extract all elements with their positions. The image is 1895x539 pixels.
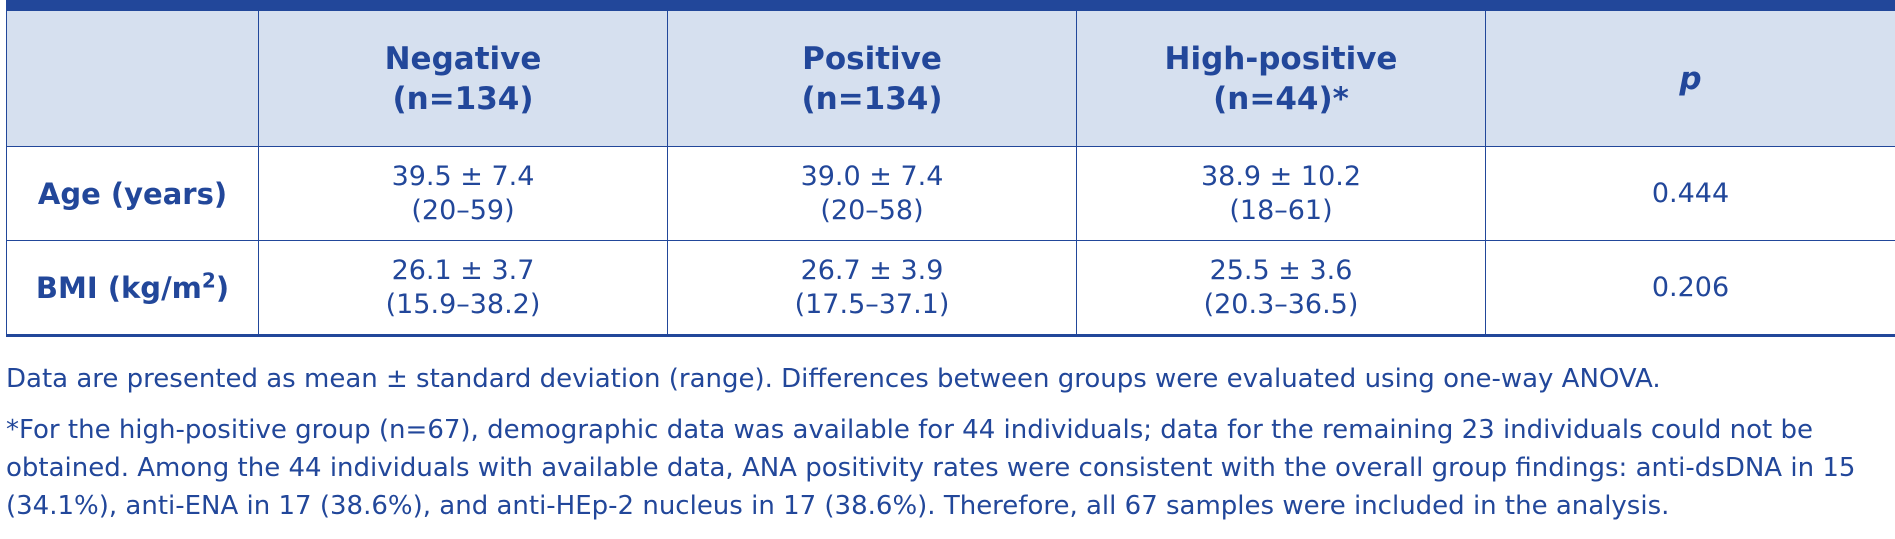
cell-age-high-positive: 38.9 ± 10.2 (18–61) [1076, 146, 1486, 241]
cell-bmi-negative-mean: 26.1 ± 3.7 [391, 254, 535, 286]
cell-age-negative-range: (20–59) [411, 194, 515, 226]
table-header-row: Negative (n=134) Positive (n=134) High-p… [6, 5, 1895, 147]
row-label-age: Age (years) [6, 146, 259, 241]
header-negative-n: (n=134) [392, 80, 534, 117]
header-cell-high-positive: High-positive (n=44)* [1076, 5, 1486, 147]
footnote-statistics: Data are presented as mean ± standard de… [6, 364, 1661, 394]
table-row-bmi: BMI (kg/m2) 26.1 ± 3.7 (15.9–38.2) 26.7 … [6, 240, 1895, 336]
demographics-table: Negative (n=134) Positive (n=134) High-p… [6, 0, 1895, 337]
header-high-positive-label: High-positive [1164, 40, 1398, 77]
cell-age-positive: 39.0 ± 7.4 (20–58) [667, 146, 1077, 241]
cell-bmi-negative: 26.1 ± 3.7 (15.9–38.2) [258, 240, 668, 336]
header-high-positive-n: (n=44)* [1213, 80, 1349, 117]
cell-bmi-high-positive: 25.5 ± 3.6 (20.3–36.5) [1076, 240, 1486, 336]
header-cell-negative: Negative (n=134) [258, 5, 668, 147]
header-positive-n: (n=134) [801, 80, 943, 117]
row-label-bmi-text: BMI (kg/m [35, 270, 202, 305]
cell-bmi-high-positive-mean: 25.5 ± 3.6 [1209, 254, 1353, 286]
cell-age-positive-mean: 39.0 ± 7.4 [800, 160, 944, 192]
cell-bmi-p-value: 0.206 [1485, 240, 1895, 336]
header-negative-label: Negative [384, 40, 542, 77]
cell-bmi-positive-mean: 26.7 ± 3.9 [800, 254, 944, 286]
table-footnotes: Data are presented as mean ± standard de… [6, 360, 1886, 525]
row-label-bmi-suffix: ) [215, 270, 230, 305]
header-cell-positive: Positive (n=134) [667, 5, 1077, 147]
cell-age-negative-mean: 39.5 ± 7.4 [391, 160, 535, 192]
cell-age-high-positive-range: (18–61) [1229, 194, 1333, 226]
cell-age-p-value: 0.444 [1485, 146, 1895, 241]
row-label-age-text: Age (years) [37, 176, 228, 211]
cell-bmi-positive-range: (17.5–37.1) [794, 288, 950, 320]
row-label-bmi: BMI (kg/m2) [6, 240, 259, 336]
cell-age-positive-range: (20–58) [820, 194, 924, 226]
demographics-table-container: Negative (n=134) Positive (n=134) High-p… [6, 0, 1895, 337]
cell-bmi-positive: 26.7 ± 3.9 (17.5–37.1) [667, 240, 1077, 336]
table-row-age: Age (years) 39.5 ± 7.4 (20–59) 39.0 ± 7.… [6, 146, 1895, 241]
footnote-high-positive: *For the high-positive group (n=67), dem… [6, 415, 1856, 521]
header-cell-p-value: p [1485, 5, 1895, 147]
cell-age-negative: 39.5 ± 7.4 (20–59) [258, 146, 668, 241]
header-positive-label: Positive [802, 40, 942, 77]
header-p-label: p [1679, 60, 1702, 97]
cell-bmi-negative-range: (15.9–38.2) [385, 288, 541, 320]
row-label-bmi-superscript: 2 [201, 267, 216, 292]
header-cell-empty [6, 5, 259, 147]
cell-age-p-value-text: 0.444 [1651, 177, 1730, 209]
cell-age-high-positive-mean: 38.9 ± 10.2 [1200, 160, 1362, 192]
cell-bmi-high-positive-range: (20.3–36.5) [1203, 288, 1359, 320]
cell-bmi-p-value-text: 0.206 [1651, 271, 1730, 303]
